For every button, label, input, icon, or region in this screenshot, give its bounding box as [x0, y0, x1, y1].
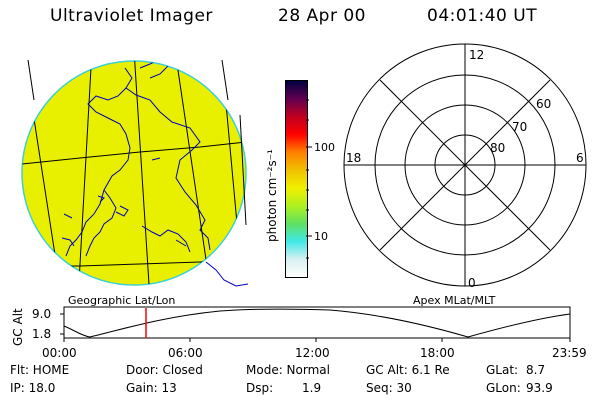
- earth-disk: [21, 60, 247, 286]
- color-scale-bar: [285, 80, 308, 278]
- status-glat-label: GLat:: [486, 363, 519, 377]
- colorbar-tick-10: 10: [314, 230, 328, 243]
- colorbar-unit-label: photon cm⁻²s⁻¹: [265, 149, 279, 242]
- geo-caption: Geographic Lat/Lon: [68, 294, 176, 307]
- mlat-label-80: 80: [490, 141, 505, 155]
- colorbar-tick-100: 100: [314, 141, 335, 154]
- status-seq: Seq: 30: [366, 381, 412, 395]
- mlt-label-6: 6: [576, 151, 584, 165]
- mlat-label-70: 70: [512, 120, 527, 134]
- status-glon-label: GLon:: [486, 381, 521, 395]
- coastlines: [61, 61, 211, 257]
- time-tick-1800: 18:00: [420, 346, 455, 360]
- status-gain: Gain: 13: [126, 381, 177, 395]
- instrument-title: Ultraviolet Imager: [50, 6, 213, 26]
- time-tick-0600: 06:00: [168, 346, 203, 360]
- status-door: Door: Closed: [126, 363, 203, 377]
- status-flight: Flt: HOME: [10, 363, 70, 377]
- mlat-label-60: 60: [536, 97, 551, 111]
- alt-tick-high: 9.0: [32, 307, 51, 321]
- coastline-outside: [205, 261, 249, 287]
- time-tick-1200: 12:00: [295, 346, 330, 360]
- mlt-label-12: 12: [469, 48, 484, 62]
- altitude-axis-label: GC Alt: [11, 308, 25, 346]
- status-glat-value: 8.7: [526, 363, 546, 377]
- mlt-label-0: 0: [468, 276, 476, 290]
- status-gc-alt: GC Alt: 6.1 Re: [366, 363, 450, 377]
- status-dsp-label: Dsp:: [246, 381, 274, 395]
- orbit-altitude-curve: [63, 308, 571, 338]
- alt-tick-low: 1.8: [32, 327, 51, 341]
- status-mode: Mode: Normal: [246, 363, 330, 377]
- grid-edge-lines: [27, 59, 247, 226]
- status-glon-value: 93.9: [526, 381, 553, 395]
- mlt-label-18: 18: [346, 151, 361, 165]
- time-tick-0000: 00:00: [42, 346, 77, 360]
- time-label: 04:01:40 UT: [427, 6, 538, 26]
- status-ip: IP: 18.0: [10, 381, 56, 395]
- time-tick-2359: 23:59: [552, 346, 587, 360]
- polar-caption: Apex MLat/MLT: [413, 294, 496, 307]
- date-label: 28 Apr 00: [278, 6, 366, 26]
- status-dsp-value: 1.9: [302, 381, 322, 395]
